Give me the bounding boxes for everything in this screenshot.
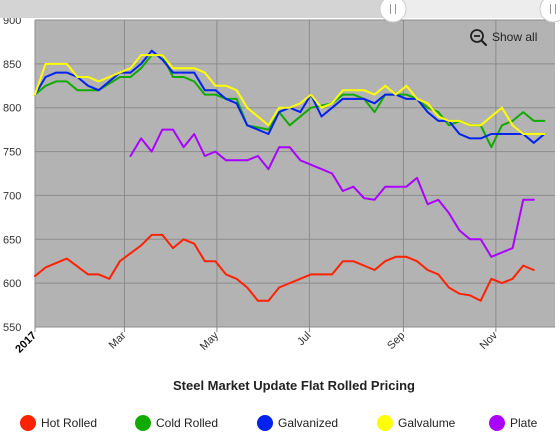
legend-label: Galvanized [278,416,338,430]
legend-item-galvalume[interactable]: Galvalume [377,415,456,431]
scrollbar-selection[interactable] [393,0,553,18]
legend-label: Plate [510,416,538,430]
series-line-hot-rolled[interactable] [34,233,535,302]
legend-label: Cold Rolled [156,416,218,430]
series-line-plate[interactable] [129,128,535,258]
legend-label: Hot Rolled [41,416,97,430]
legend-marker [135,415,151,431]
legend-marker [257,415,273,431]
scroll-handle-right[interactable] [539,0,560,23]
show-all-label: Show all [492,30,537,44]
scroll-handle-left[interactable] [379,0,407,23]
range-scrollbar[interactable] [0,0,560,23]
legend-item-plate[interactable]: Plate [489,415,538,431]
y-tick-label: 850 [3,59,21,71]
legend-marker [377,415,393,431]
y-tick-label: 600 [3,278,21,290]
y-tick-label: 650 [3,234,21,246]
legend-item-hot-rolled[interactable]: Hot Rolled [20,415,97,431]
zoom-out-icon [470,29,488,47]
legend-item-galvanized[interactable]: Galvanized [257,415,338,431]
chart-title: Steel Market Update Flat Rolled Pricing [173,378,415,393]
legend-marker [489,415,505,431]
grid-lines [34,19,555,328]
legend-marker [20,415,36,431]
legend: Hot Rolled Cold Rolled Galvanized Galvalume… [20,415,538,431]
y-tick-label: 550 [3,322,21,334]
series-lines [34,49,546,302]
y-tick-label: 800 [3,103,21,115]
y-tick-label: 750 [3,147,21,159]
series-line-galvalume[interactable] [34,54,546,135]
legend-label: Galvalume [398,416,456,430]
y-tick-label: 700 [3,190,21,202]
show-all-button[interactable]: Show all [470,29,537,47]
legend-item-cold-rolled[interactable]: Cold Rolled [135,415,218,431]
